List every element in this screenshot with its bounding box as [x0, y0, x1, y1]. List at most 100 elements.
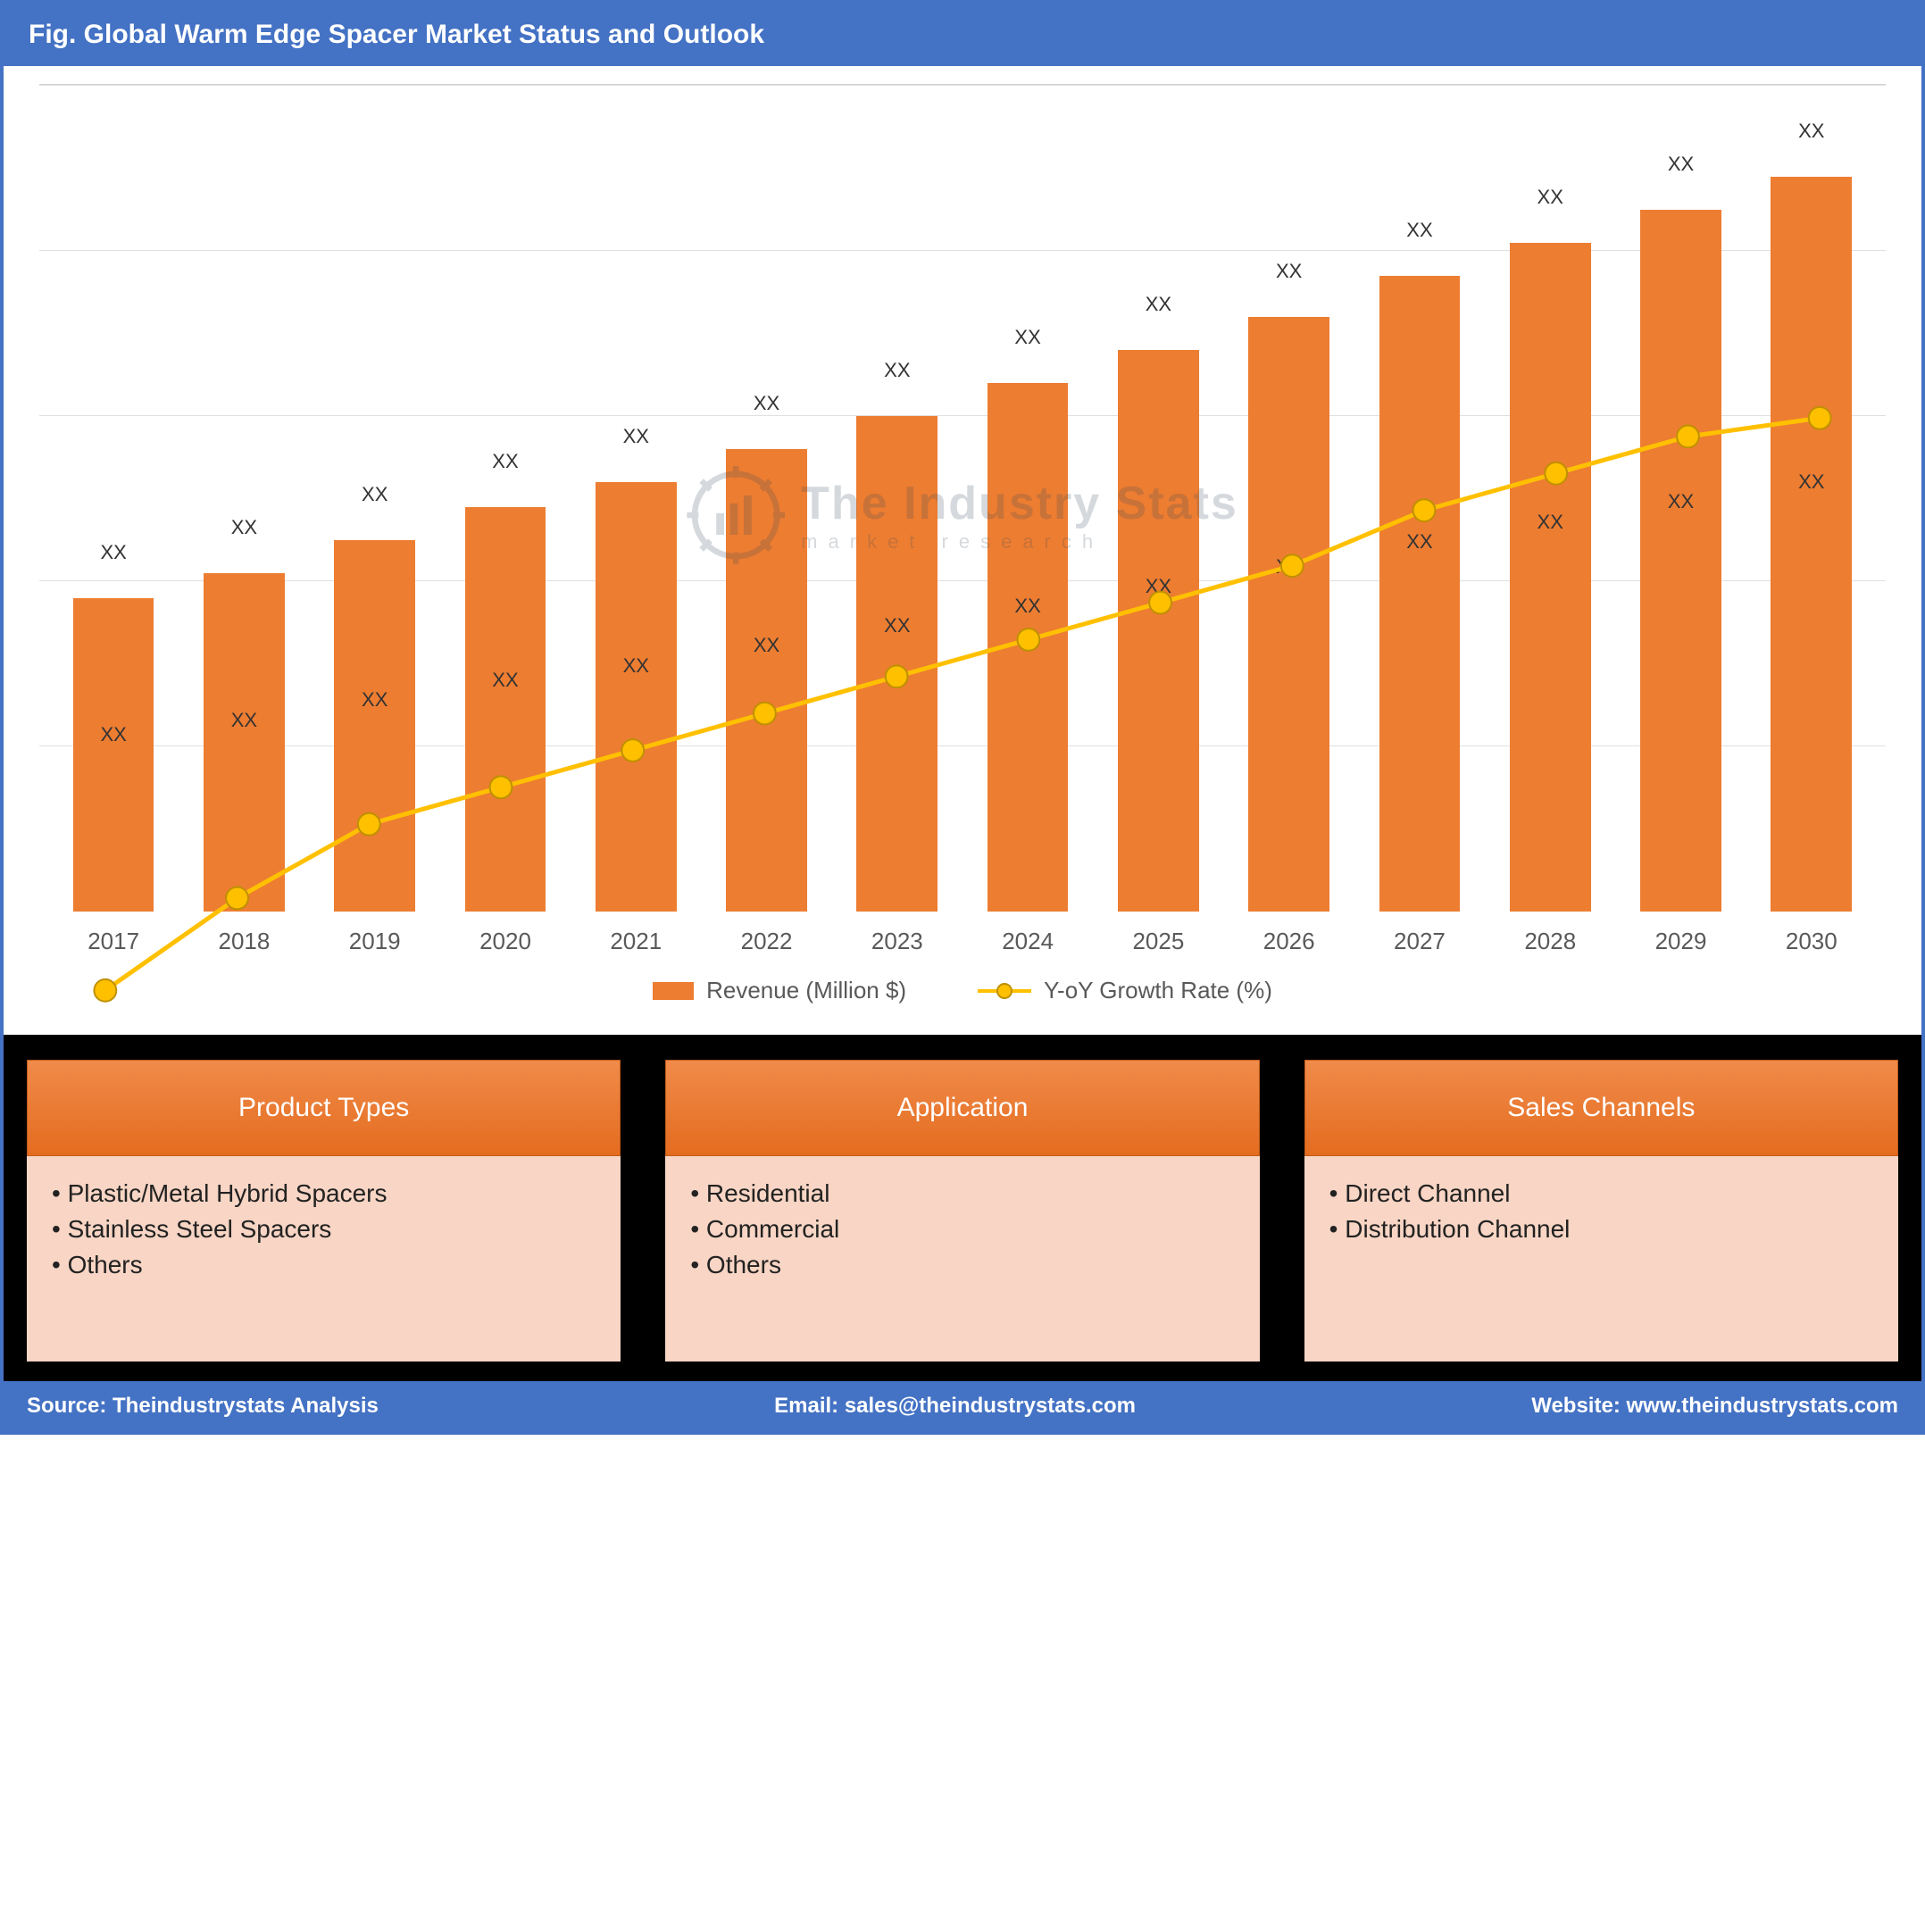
bar-inner-label: XX [231, 709, 257, 732]
card-header: Product Types [27, 1060, 621, 1156]
bar-top-label: XX [1798, 120, 1824, 143]
bars-container: XXXXXXXXXXXXXXXXXXXXXXXXXXXXXXXXXXXXXXXX… [39, 86, 1886, 912]
bar-slot: XX XX [832, 86, 962, 912]
figure-title: Fig. Global Warm Edge Spacer Market Stat… [4, 4, 1921, 66]
bar-top-label: XX [1538, 186, 1563, 209]
x-tick: 2030 [1746, 928, 1877, 955]
x-axis: 2017201820192020202120222023202420252026… [39, 912, 1886, 964]
x-tick: 2029 [1615, 928, 1746, 955]
bar-slot: XX XX [440, 86, 571, 912]
revenue-bar: XX [465, 507, 546, 912]
bar-slot: XX XX [310, 86, 440, 912]
bar-slot: XX XX [1224, 86, 1354, 912]
revenue-bar: XX [334, 540, 415, 912]
card-header: Sales Channels [1304, 1060, 1898, 1156]
card-body: Direct ChannelDistribution Channel [1304, 1156, 1898, 1362]
card-body: Plastic/Metal Hybrid SpacersStainless St… [27, 1156, 621, 1362]
card-item: Others [690, 1247, 1234, 1283]
bar-inner-label: XX [362, 688, 388, 712]
info-card: Sales ChannelsDirect ChannelDistribution… [1304, 1060, 1898, 1362]
bar-top-label: XX [362, 483, 388, 506]
x-tick: 2027 [1354, 928, 1485, 955]
legend-line-swatch [978, 989, 1031, 993]
revenue-bar: XX [73, 598, 154, 912]
revenue-bar: XX [1118, 350, 1199, 912]
plot-area: XXXXXXXXXXXXXXXXXXXXXXXXXXXXXXXXXXXXXXXX… [39, 84, 1886, 912]
bar-inner-label: XX [1014, 595, 1040, 618]
revenue-bar: XX [856, 416, 938, 912]
card-item: Residential [690, 1176, 1234, 1212]
bar-slot: XX XX [701, 86, 831, 912]
bar-top-label: XX [492, 450, 518, 473]
revenue-bar: XX [204, 573, 285, 912]
bar-top-label: XX [754, 392, 779, 415]
bar-slot: XX XX [571, 86, 701, 912]
x-tick: 2020 [440, 928, 571, 955]
bar-inner-label: XX [1276, 555, 1302, 579]
x-tick: 2019 [310, 928, 440, 955]
bar-inner-label: XX [1668, 490, 1694, 513]
bar-inner-label: XX [100, 723, 126, 746]
bar-top-label: XX [1406, 219, 1432, 242]
bar-top-label: XX [1014, 326, 1040, 349]
bar-top-label: XX [231, 516, 257, 539]
bar-top-label: XX [623, 425, 649, 448]
card-item: Stainless Steel Spacers [52, 1212, 596, 1247]
revenue-bar: XX [726, 449, 807, 912]
bar-slot: XX XX [1093, 86, 1223, 912]
x-tick: 2017 [48, 928, 179, 955]
revenue-bar: XX [1510, 243, 1591, 912]
cards-row: Product TypesPlastic/Metal Hybrid Spacer… [4, 1035, 1921, 1381]
legend-bar-label: Revenue (Million $) [706, 977, 906, 1004]
x-tick: 2018 [179, 928, 309, 955]
bar-slot: XX XX [1485, 86, 1615, 912]
info-card: ApplicationResidentialCommercialOthers [665, 1060, 1259, 1362]
bar-inner-label: XX [1538, 511, 1563, 534]
bar-inner-label: XX [623, 654, 649, 678]
card-body: ResidentialCommercialOthers [665, 1156, 1259, 1362]
bar-top-label: XX [1668, 153, 1694, 176]
x-tick: 2028 [1485, 928, 1615, 955]
bar-slot: XX XX [1354, 86, 1485, 912]
bar-slot: XX XX [962, 86, 1093, 912]
card-item: Plastic/Metal Hybrid Spacers [52, 1176, 596, 1212]
legend-line-label: Y-oY Growth Rate (%) [1044, 977, 1272, 1004]
x-tick: 2024 [962, 928, 1093, 955]
chart-region: XXXXXXXXXXXXXXXXXXXXXXXXXXXXXXXXXXXXXXXX… [4, 66, 1921, 1035]
info-card: Product TypesPlastic/Metal Hybrid Spacer… [27, 1060, 621, 1362]
bar-top-label: XX [1146, 293, 1171, 316]
footer-source: Source: Theindustrystats Analysis [27, 1394, 379, 1419]
legend-growth: Y-oY Growth Rate (%) [978, 977, 1272, 1004]
legend-revenue: Revenue (Million $) [653, 977, 906, 1004]
bar-slot: XX XX [48, 86, 179, 912]
bar-top-label: XX [100, 541, 126, 564]
x-tick: 2026 [1224, 928, 1354, 955]
card-item: Distribution Channel [1329, 1212, 1873, 1247]
bar-inner-label: XX [492, 669, 518, 692]
footer-email: Email: sales@theindustrystats.com [774, 1394, 1136, 1419]
footer-website: Website: www.theindustrystats.com [1531, 1394, 1898, 1419]
bar-top-label: XX [884, 359, 910, 382]
legend-bar-swatch [653, 982, 694, 1000]
revenue-bar: XX [596, 482, 677, 912]
bar-slot: XX XX [1615, 86, 1746, 912]
bar-inner-label: XX [1406, 530, 1432, 554]
revenue-bar: XX [1379, 276, 1461, 912]
page-container: Fig. Global Warm Edge Spacer Market Stat… [0, 0, 1925, 1435]
card-item: Commercial [690, 1212, 1234, 1247]
bar-slot: XX XX [1746, 86, 1877, 912]
bar-inner-label: XX [1146, 575, 1171, 598]
bar-inner-label: XX [754, 634, 779, 657]
card-item: Direct Channel [1329, 1176, 1873, 1212]
revenue-bar: XX [1640, 210, 1721, 912]
x-tick: 2022 [701, 928, 831, 955]
bar-slot: XX XX [179, 86, 309, 912]
bar-top-label: XX [1276, 260, 1302, 283]
x-tick: 2023 [832, 928, 962, 955]
bar-inner-label: XX [884, 614, 910, 637]
revenue-bar: XX [1248, 317, 1329, 912]
revenue-bar: XX [1771, 177, 1852, 912]
revenue-bar: XX [988, 383, 1069, 912]
bar-inner-label: XX [1798, 471, 1824, 494]
card-item: Others [52, 1247, 596, 1283]
